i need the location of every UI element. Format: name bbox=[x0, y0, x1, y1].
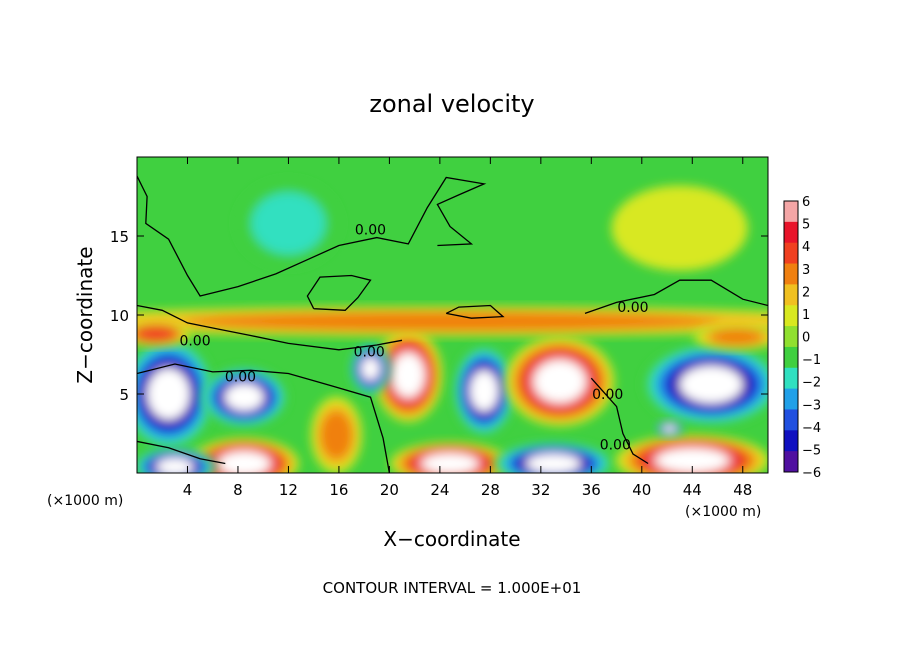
y-tick-label-15: 15 bbox=[110, 228, 129, 246]
x-tick-label-24: 24 bbox=[430, 481, 449, 499]
colorbar: 6 5 4 3 2 1 0 −1 −2 −3 −4 −5 −6 bbox=[783, 195, 821, 481]
contour-line-6 bbox=[590, 377, 649, 465]
heatmap-cell-2 bbox=[374, 328, 443, 422]
contour-line-2 bbox=[137, 363, 391, 473]
colorbar-label-2: 4 bbox=[802, 240, 810, 255]
colorbar-label-12: −6 bbox=[802, 466, 821, 481]
x-tick-label-32: 32 bbox=[531, 481, 550, 499]
chart-title: zonal velocity bbox=[369, 90, 534, 118]
colorbar-swatch-9 bbox=[784, 388, 798, 410]
x-tick-label-36: 36 bbox=[582, 481, 601, 499]
contour-label-1: 0.00 bbox=[179, 333, 210, 349]
heatmap-cell-8 bbox=[137, 447, 216, 473]
colorbar-swatch-8 bbox=[784, 367, 798, 390]
x-tick-label-20: 20 bbox=[380, 481, 399, 499]
contour-label-4: 0.00 bbox=[617, 300, 648, 316]
colorbar-label-5: 1 bbox=[802, 308, 810, 323]
heatmap-cell-4 bbox=[453, 346, 515, 436]
heatmap-cell-5 bbox=[505, 336, 615, 427]
contour-label-3: 0.00 bbox=[354, 344, 385, 360]
colorbar-swatch-2 bbox=[784, 242, 798, 265]
contour-label-6: 0.00 bbox=[600, 438, 631, 454]
y-tick-label-5: 5 bbox=[119, 386, 129, 404]
colorbar-swatch-0 bbox=[784, 201, 798, 223]
colorbar-swatch-11 bbox=[784, 430, 798, 452]
colorbar-label-3: 3 bbox=[802, 263, 810, 278]
heatmap-cell-9 bbox=[390, 442, 510, 473]
colorbar-label-11: −5 bbox=[802, 443, 821, 458]
colorbar-label-6: 0 bbox=[802, 331, 810, 346]
colorbar-label-0: 6 bbox=[802, 195, 810, 210]
contour-line-3 bbox=[137, 440, 226, 465]
y-tick-label-10: 10 bbox=[110, 307, 129, 325]
colorbar-label-4: 2 bbox=[802, 285, 810, 300]
heatmap-cell-0 bbox=[137, 338, 215, 450]
x-tick-label-44: 44 bbox=[683, 481, 702, 499]
heatmap-cell-10 bbox=[493, 442, 614, 473]
x-unit-left: (×1000 m) bbox=[47, 493, 123, 509]
heatmap-cell-13 bbox=[655, 420, 684, 438]
x-tick-label-8: 8 bbox=[233, 481, 243, 499]
colorbar-swatch-10 bbox=[784, 409, 798, 431]
colorbar-swatch-7 bbox=[784, 346, 798, 369]
colorbar-label-9: −3 bbox=[802, 398, 821, 413]
x-tick-label-16: 16 bbox=[329, 481, 348, 499]
x-tick-label-48: 48 bbox=[733, 481, 752, 499]
colorbar-label-8: −2 bbox=[802, 376, 821, 391]
heatmap-cell-15 bbox=[611, 185, 748, 271]
colorbar-swatch-12 bbox=[784, 451, 798, 473]
heatmap-cell-11 bbox=[615, 434, 768, 473]
heatmap-plot-area: 0.000.000.000.000.000.000.00 4 8 12 16 20 24 2… bbox=[110, 156, 769, 499]
x-tick-label-28: 28 bbox=[481, 481, 500, 499]
heatmap-cell-6 bbox=[643, 344, 768, 426]
heatmap-cell-1 bbox=[201, 367, 287, 428]
colorbar-frame bbox=[783, 200, 799, 473]
x-unit-right: (×1000 m) bbox=[685, 504, 761, 520]
heatmap-cell-14 bbox=[237, 180, 340, 267]
colorbar-swatch-1 bbox=[784, 221, 798, 244]
heatmap-cell-3 bbox=[350, 343, 391, 395]
x-axis-label: X−coordinate bbox=[383, 527, 520, 551]
contour-label-0: 0.00 bbox=[355, 223, 386, 239]
heatmap-cell-16 bbox=[137, 306, 768, 337]
colorbar-swatch-4 bbox=[784, 284, 798, 306]
contour-line-0 bbox=[137, 175, 487, 297]
contour-label-2: 0.00 bbox=[225, 370, 256, 386]
colorbar-label-1: 5 bbox=[802, 218, 810, 233]
contour-line-1 bbox=[137, 304, 403, 351]
x-tick-label-4: 4 bbox=[183, 481, 193, 499]
contour-line-5 bbox=[584, 279, 768, 315]
contour-label-5: 0.00 bbox=[592, 387, 623, 403]
y-axis-label: Z−coordinate bbox=[73, 246, 97, 383]
x-tick-label-40: 40 bbox=[632, 481, 651, 499]
heatmap-cell-12 bbox=[310, 396, 362, 473]
contour-line-7 bbox=[445, 304, 505, 319]
colorbar-swatch-6 bbox=[784, 326, 798, 348]
colorbar-label-7: −1 bbox=[802, 353, 821, 368]
heatmap-cell-18 bbox=[693, 324, 768, 350]
heatmap-cell-17 bbox=[137, 321, 190, 347]
colorbar-swatch-5 bbox=[784, 305, 798, 327]
x-tick-label-12: 12 bbox=[279, 481, 298, 499]
contour-interval-note: CONTOUR INTERVAL = 1.000E+01 bbox=[323, 579, 582, 597]
heatmap-cell-7 bbox=[189, 437, 299, 473]
contour-line-4 bbox=[306, 274, 372, 311]
colorbar-label-10: −4 bbox=[802, 421, 821, 436]
colorbar-swatch-3 bbox=[784, 263, 798, 285]
